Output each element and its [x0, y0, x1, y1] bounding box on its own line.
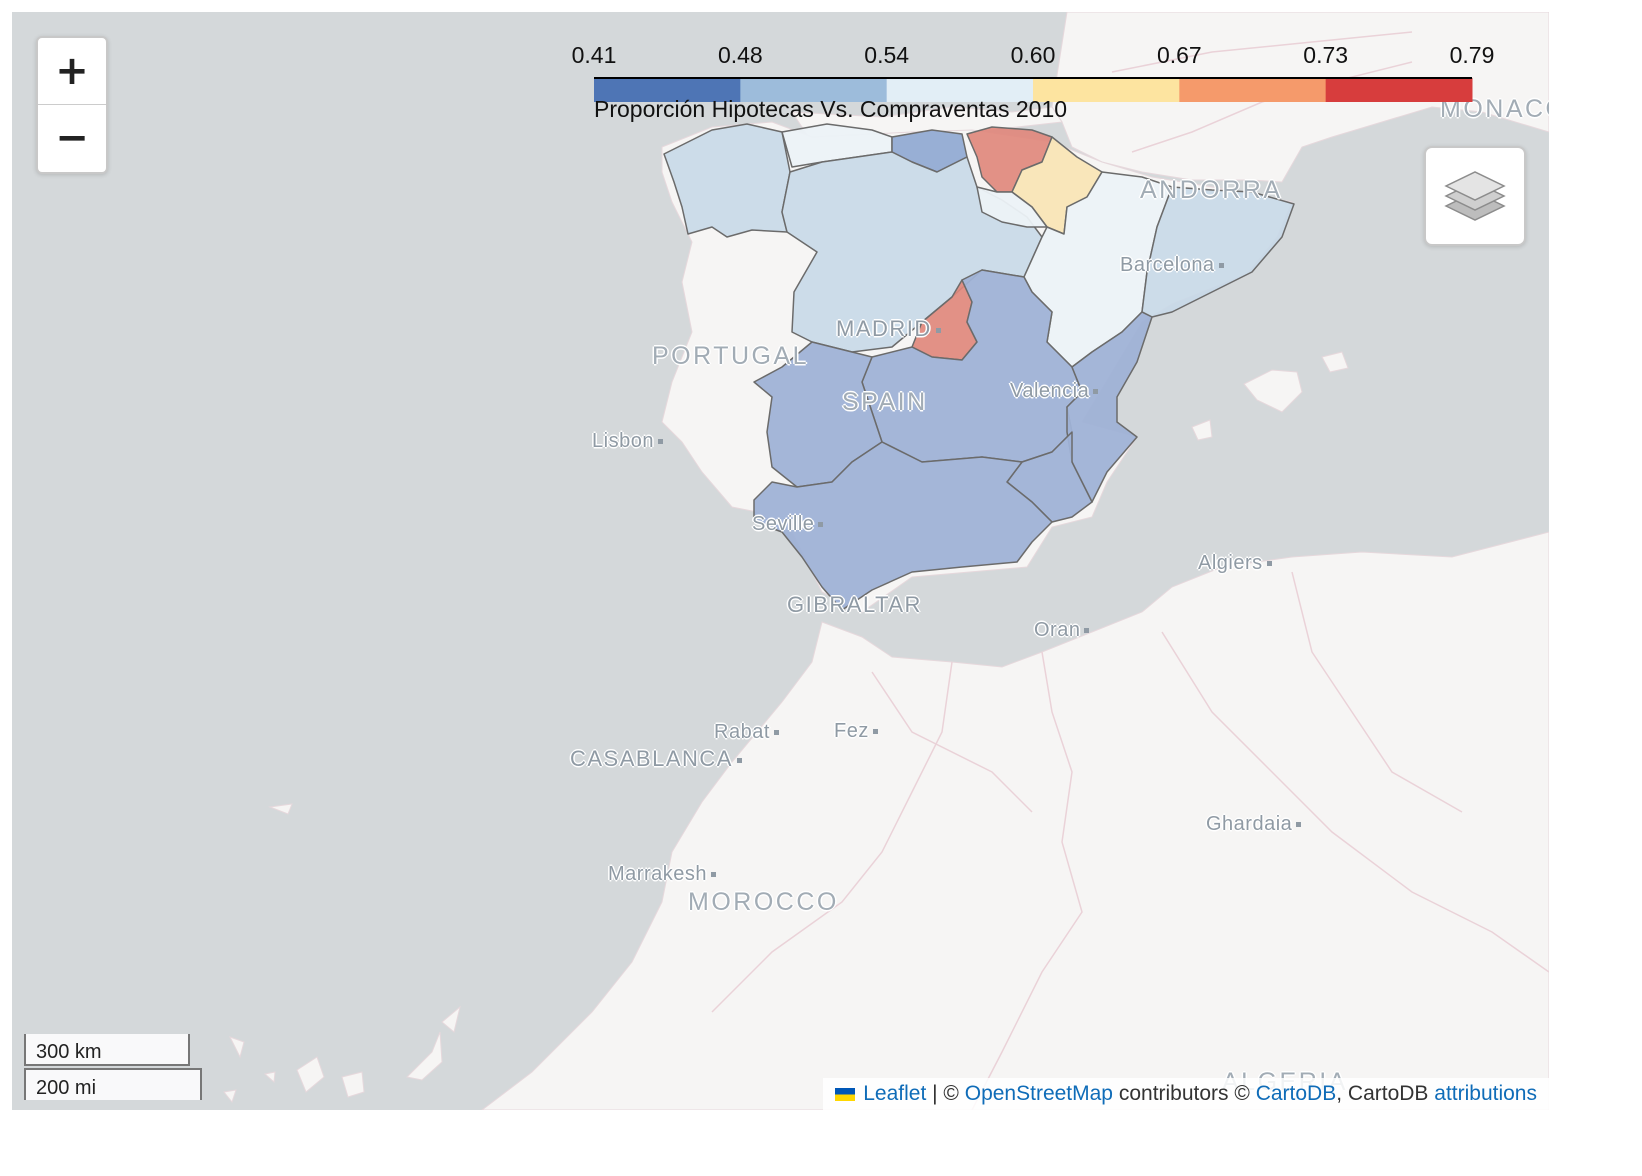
- legend-tick-label: 0.54: [864, 42, 910, 68]
- label-algiers: Algiers: [1198, 553, 1272, 573]
- ukraine-flag-icon: [835, 1087, 856, 1101]
- zoom-in-button[interactable]: +: [38, 38, 106, 105]
- scale-control: 300 km 200 mi: [24, 1034, 202, 1100]
- legend-tick-label: 0.67: [1156, 42, 1202, 68]
- leaflet-link[interactable]: Leaflet: [863, 1082, 927, 1105]
- label-seville: Seville: [752, 514, 824, 534]
- zoom-out-button[interactable]: −: [55, 115, 89, 161]
- label-gibraltar: GIBRALTAR: [787, 592, 922, 617]
- region-valencia: [1066, 311, 1153, 503]
- label-morocco: MOROCCO: [688, 888, 839, 916]
- legend-tick-label: 0.48: [717, 42, 763, 68]
- label-barcelona: Barcelona: [1120, 255, 1224, 275]
- legend-swatch: [740, 78, 888, 102]
- legend-colorbar: [594, 77, 1473, 102]
- region-cataluna: [1141, 186, 1295, 318]
- region-galicia: [663, 123, 791, 238]
- borders: [711, 31, 1549, 1110]
- label-oran: Oran: [1034, 620, 1090, 640]
- scale-km: 300 km: [24, 1034, 190, 1066]
- legend-tick-label: 0.79: [1449, 42, 1495, 68]
- legend-swatch: [594, 78, 741, 102]
- legend: 0.41 0.48 0.54 0.60 0.67 0.73 0.79 Proporción …: [572, 42, 1522, 132]
- osm-link[interactable]: OpenStreetMap: [964, 1082, 1113, 1105]
- label-ghardaia: Ghardaia: [1206, 814, 1302, 834]
- layers-button[interactable]: [1424, 146, 1526, 246]
- legend-tick-label: 0.41: [571, 42, 617, 68]
- label-spain: SPAIN: [842, 388, 928, 416]
- label-madrid: MADRID: [836, 318, 941, 340]
- attribution: Leaflet | © OpenStreetMap contributors ©…: [823, 1078, 1549, 1110]
- attributions-link[interactable]: attributions: [1434, 1082, 1537, 1105]
- attrib-sep2: , CartoDB: [1336, 1082, 1435, 1105]
- label-lisbon: Lisbon: [592, 431, 663, 451]
- map-canvas[interactable]: MONACO ANDORRA Barcelona MADRID PORTUGAL…: [12, 12, 1549, 1110]
- choropleth: [663, 123, 1295, 611]
- cartodb-link[interactable]: CartoDB: [1255, 1082, 1337, 1105]
- label-marrakesh: Marrakesh: [608, 864, 716, 884]
- attrib-sep: | ©: [926, 1082, 965, 1105]
- legend-swatch: [1179, 78, 1327, 102]
- scale-mi: 200 mi: [24, 1068, 202, 1100]
- layers-icon: [1444, 171, 1506, 221]
- legend-tick-label: 0.73: [1303, 42, 1349, 68]
- label-rabat: Rabat: [714, 722, 779, 742]
- label-fez: Fez: [834, 721, 878, 741]
- legend-title: Proporción Hipotecas Vs. Compraventas 20…: [594, 96, 1068, 122]
- label-portugal: PORTUGAL: [652, 342, 810, 370]
- legend-tick-label: 0.60: [1010, 42, 1056, 68]
- label-andorra: ANDORRA: [1140, 176, 1283, 204]
- label-casablanca: CASABLANCA: [570, 748, 742, 770]
- zoom-control: + −: [36, 36, 108, 174]
- legend-swatch: [886, 78, 1034, 102]
- legend-swatch: [1325, 78, 1473, 102]
- label-valencia: Valencia: [1010, 381, 1099, 401]
- legend-swatch: [1033, 78, 1180, 102]
- attrib-contrib: contributors ©: [1113, 1082, 1256, 1105]
- region-andalucia: [753, 441, 1053, 611]
- basemap: [223, 12, 1549, 1110]
